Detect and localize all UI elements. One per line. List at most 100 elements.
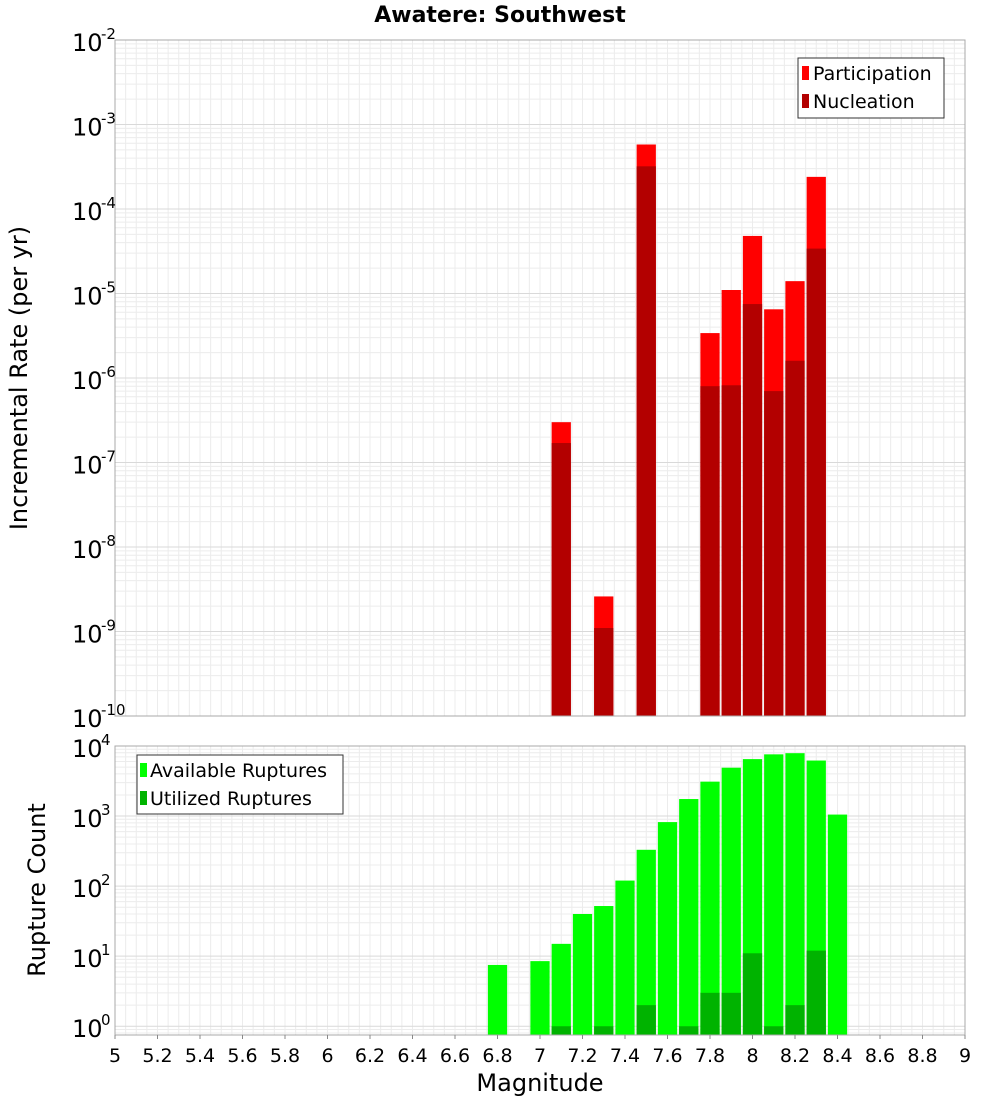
count-bar-available-ruptures-8.2 — [785, 753, 805, 1035]
rate-plot-gridlines — [114, 39, 966, 717]
count-plot-legend: Available Ruptures Utilized Ruptures — [136, 754, 344, 815]
legend-label-available-ruptures: Available Ruptures — [150, 760, 327, 782]
y-tick-base: 10 — [72, 367, 103, 395]
x-tick-label: 5.8 — [270, 1045, 300, 1067]
y-tick-base: 10 — [72, 621, 103, 649]
y-tick-base: 10 — [72, 805, 103, 833]
x-tick-label: 8.4 — [822, 1045, 852, 1067]
count-bar-available-ruptures-7.3 — [594, 906, 614, 1035]
count-bar-utilized-ruptures-8.1 — [764, 1026, 784, 1035]
y-tick-exponent: 1 — [101, 941, 111, 959]
y-tick-base: 10 — [72, 29, 103, 57]
count-plot-x-ticks: 5 5.2 5.4 5.6 5.8 6 6.2 6.4 6.6 6.8 7 7.2 7.4 7.6 7.8 8… — [109, 1035, 971, 1067]
count-y-tick-label: 103 — [72, 801, 111, 833]
legend-swatch-nucleation — [802, 94, 809, 108]
rate-y-tick-label: 10-8 — [72, 532, 116, 564]
y-tick-exponent: 0 — [101, 1011, 111, 1029]
x-tick-label: 5.2 — [142, 1045, 172, 1067]
x-tick-label: 6.8 — [482, 1045, 512, 1067]
rate-y-tick-label: 10-6 — [72, 363, 116, 395]
count-bar-available-ruptures-8.4 — [827, 814, 848, 1035]
count-plot-bars — [487, 753, 848, 1035]
x-tick-label: 8.6 — [865, 1045, 895, 1067]
y-tick-base: 10 — [72, 1015, 103, 1043]
rate-plot-y-axis-label: Incremental Rate (per yr) — [5, 226, 33, 530]
y-tick-exponent: -7 — [101, 448, 116, 466]
count-bar-available-ruptures-7.9 — [721, 767, 741, 1035]
count-bar-available-ruptures-7.2 — [572, 914, 593, 1035]
x-tick-label: 8.2 — [780, 1045, 810, 1067]
rate-y-tick-label: 10-4 — [72, 194, 116, 226]
rate-bar-nucleation-7.8 — [700, 386, 720, 716]
rate-bar-nucleation-7.5 — [636, 166, 656, 716]
legend-label-nucleation: Nucleation — [813, 91, 915, 113]
y-tick-exponent: 4 — [101, 731, 111, 749]
count-bar-available-ruptures-8.1 — [764, 754, 784, 1035]
rate-bar-nucleation-8.2 — [785, 360, 805, 716]
legend-swatch-utilized-ruptures — [140, 791, 147, 805]
rate-y-tick-label: 10-9 — [72, 617, 116, 649]
rate-y-tick-label: 10-2 — [72, 25, 116, 57]
rate-bar-nucleation-8.3 — [806, 248, 826, 716]
y-tick-base: 10 — [72, 875, 103, 903]
y-tick-exponent: -3 — [101, 110, 116, 128]
y-tick-exponent: -6 — [101, 363, 116, 381]
legend-label-participation: Participation — [813, 63, 932, 85]
x-tick-label: 7.6 — [652, 1045, 682, 1067]
count-bar-utilized-ruptures-7.1 — [551, 1026, 571, 1035]
count-bar-available-ruptures-7.4 — [615, 880, 635, 1035]
y-tick-base: 10 — [72, 198, 103, 226]
y-tick-base: 10 — [72, 452, 103, 480]
count-bar-available-ruptures-7.5 — [636, 849, 656, 1035]
legend-swatch-available-ruptures — [140, 763, 147, 777]
y-tick-base: 10 — [72, 735, 103, 763]
rate-plot-frame — [114, 39, 966, 717]
count-y-tick-label: 104 — [72, 731, 111, 763]
rate-y-tick-label: 10-5 — [72, 279, 116, 311]
x-tick-label: 6.2 — [355, 1045, 385, 1067]
count-bar-available-ruptures-7.6 — [657, 822, 678, 1035]
x-tick-label: 7 — [534, 1045, 546, 1067]
y-tick-exponent: -10 — [101, 701, 126, 719]
x-tick-label: 6.6 — [440, 1045, 470, 1067]
x-tick-label: 8 — [746, 1045, 758, 1067]
count-y-tick-label: 101 — [72, 941, 111, 973]
y-tick-base: 10 — [72, 536, 103, 564]
rate-bar-nucleation-7.9 — [721, 385, 741, 716]
count-bar-utilized-ruptures-7.7 — [679, 1026, 699, 1035]
x-tick-label: 5.6 — [227, 1045, 257, 1067]
rate-bar-nucleation-7.1 — [551, 443, 571, 716]
x-tick-label: 9 — [959, 1045, 971, 1067]
y-tick-exponent: 3 — [101, 801, 111, 819]
x-tick-label: 6 — [321, 1045, 333, 1067]
chart-title: Awatere: Southwest — [374, 3, 626, 28]
x-axis-label: Magnitude — [476, 1069, 603, 1097]
legend-label-utilized-ruptures: Utilized Ruptures — [150, 788, 312, 810]
count-bar-utilized-ruptures-8.2 — [785, 1005, 805, 1035]
count-bar-available-ruptures-6.8 — [487, 964, 508, 1035]
count-bar-available-ruptures-7.1 — [551, 943, 571, 1035]
x-tick-label: 5.4 — [185, 1045, 215, 1067]
x-tick-label: 7.8 — [695, 1045, 725, 1067]
y-tick-exponent: -9 — [101, 617, 116, 635]
rate-bar-nucleation-8.1 — [764, 391, 784, 716]
count-bar-available-ruptures-7 — [530, 961, 550, 1035]
rate-bar-nucleation-8 — [742, 304, 763, 716]
rate-plot-legend: Participation Nucleation — [797, 57, 945, 119]
rate-y-tick-label: 10-7 — [72, 448, 116, 480]
count-bar-utilized-ruptures-7.8 — [700, 992, 720, 1035]
count-bar-utilized-ruptures-7.3 — [594, 1026, 614, 1035]
count-y-tick-label: 100 — [72, 1011, 111, 1043]
count-plot-legend-box — [136, 754, 344, 815]
y-tick-exponent: -5 — [101, 279, 116, 297]
x-tick-label: 6.4 — [397, 1045, 427, 1067]
x-tick-label: 5 — [109, 1045, 121, 1067]
rate-y-tick-label: 10-3 — [72, 110, 116, 142]
count-bar-available-ruptures-7.8 — [700, 781, 720, 1035]
y-tick-base: 10 — [72, 945, 103, 973]
rate-y-tick-label: 10-10 — [72, 701, 126, 733]
y-tick-base: 10 — [72, 705, 103, 733]
